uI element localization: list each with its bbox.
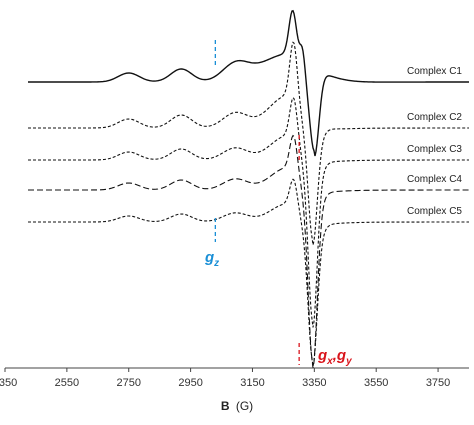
gxgy-annotation-g2: g [336,347,346,364]
x-axis-title-main: B [221,399,230,413]
series-line [28,178,469,367]
series-label: Complex C1 [407,66,462,77]
annotation-marker-layer [214,40,300,365]
x-axis-title: B (G) [221,399,253,413]
x-tick-label: 3350 [302,377,326,389]
series-label: Complex C3 [407,144,462,155]
series-label-layer: Complex C1 Complex C2 Complex C3 Complex C4… [407,66,462,217]
series-label: Complex C2 [407,112,462,123]
gxgy-annotation-g1: g [317,347,327,364]
gxgy-annotation: gx,gy [317,347,352,367]
gxgy-annotation-sub1: x [326,356,333,367]
x-tick-label: 3550 [364,377,388,389]
series-line [28,41,469,246]
gxgy-annotation-sub2: y [345,356,352,367]
x-tick-layer: 2350 2550 2750 2950 3150 3350 3550 3750 [0,368,450,389]
series-line [28,134,469,369]
series-layer [28,9,469,369]
x-tick-label: 2950 [178,377,202,389]
x-tick-label: 2750 [116,377,140,389]
series-label: Complex C4 [407,174,462,185]
x-tick-label: 3750 [426,377,450,389]
x-axis-title-unit: (G) [236,399,253,413]
series-line [28,9,469,157]
series-line [28,96,469,328]
gz-annotation-sub: z [213,258,219,269]
series-label: Complex C5 [407,206,462,217]
gxgy-annotation-sep: , [332,347,337,364]
x-tick-label: 3150 [240,377,264,389]
gz-annotation-g: g [204,249,214,266]
gz-annotation: gz [204,249,219,269]
x-tick-label: 2550 [55,377,79,389]
x-tick-label: 2350 [0,377,17,389]
